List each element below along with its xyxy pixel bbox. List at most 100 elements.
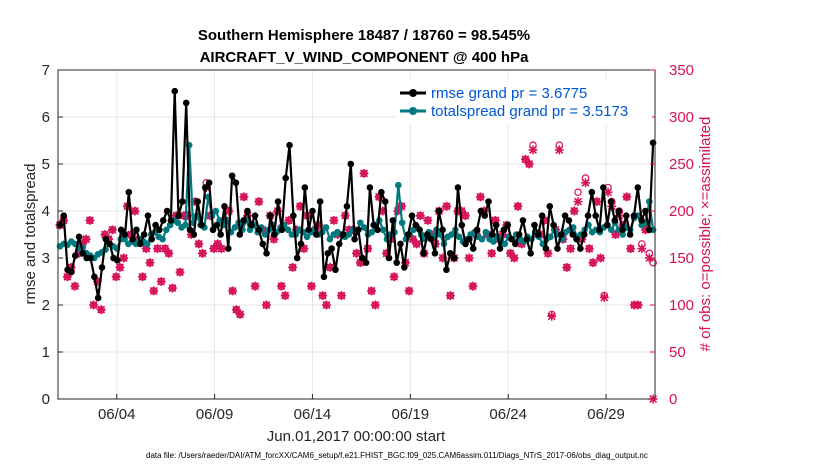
rmse-point bbox=[240, 217, 247, 224]
rmse-point bbox=[152, 221, 159, 229]
rmse-point bbox=[270, 231, 278, 238]
rmse-point bbox=[489, 231, 496, 238]
obs-assimilated-point bbox=[175, 267, 185, 277]
rmse-point bbox=[159, 217, 167, 224]
rmse-point bbox=[443, 266, 450, 274]
rmse-point bbox=[209, 226, 217, 234]
rmse-point bbox=[607, 198, 615, 205]
rmse-point bbox=[531, 221, 538, 229]
obs-assimilated-point bbox=[250, 281, 260, 291]
tick-label-x: 06/14 bbox=[294, 406, 332, 423]
rmse-point bbox=[117, 226, 125, 234]
totalspread-point bbox=[174, 219, 182, 227]
rmse-point bbox=[381, 198, 389, 205]
tick-label-left: 2 bbox=[42, 297, 50, 314]
obs-assimilated-point bbox=[111, 272, 121, 282]
tick-label-right: 200 bbox=[669, 203, 694, 220]
rmse-point bbox=[102, 235, 110, 243]
rmse-point bbox=[481, 212, 489, 219]
x-axis-ticks: 06/04 06/09 06/14 06/19 06/24 06/29 bbox=[98, 394, 625, 423]
rmse-point bbox=[596, 226, 603, 234]
rmse-point bbox=[366, 184, 374, 191]
rmse-point bbox=[546, 203, 554, 210]
rmse-point bbox=[420, 250, 427, 257]
rmse-point bbox=[182, 99, 190, 107]
rmse-point bbox=[557, 231, 565, 238]
obs-assimilated-point bbox=[168, 283, 177, 293]
rmse-point bbox=[236, 231, 244, 238]
obs-assimilated-point bbox=[198, 248, 207, 258]
rmse-point bbox=[347, 160, 355, 168]
tick-label-left: 4 bbox=[42, 203, 50, 220]
tick-label-x: 06/04 bbox=[98, 406, 136, 423]
obs-assimilated-point bbox=[145, 258, 155, 268]
rmse-point bbox=[512, 240, 519, 248]
rmse-point bbox=[205, 179, 213, 187]
rmse-point bbox=[435, 207, 443, 215]
rmse-point bbox=[565, 217, 573, 224]
obs-assimilated-point bbox=[513, 201, 523, 211]
rmse-point bbox=[496, 245, 504, 252]
rmse-point bbox=[431, 250, 439, 257]
rmse-point bbox=[619, 226, 626, 234]
tick-label-left: 1 bbox=[42, 344, 50, 361]
totalspread-point bbox=[231, 224, 239, 231]
rmse-point bbox=[301, 184, 309, 191]
tick-label-left: 6 bbox=[42, 109, 50, 126]
obs-assimilated-point bbox=[96, 305, 106, 315]
legend-spread-marker bbox=[409, 107, 417, 115]
rmse-point bbox=[224, 245, 232, 252]
rmse-point bbox=[584, 212, 592, 219]
obs-assimilated-point bbox=[288, 262, 298, 272]
rmse-point bbox=[385, 254, 393, 262]
obs-assimilated-point bbox=[359, 168, 369, 178]
tick-label-right: 150 bbox=[669, 250, 694, 267]
rmse-point bbox=[473, 226, 481, 234]
obs-assimilated-point bbox=[581, 178, 590, 188]
rmse-point bbox=[274, 198, 282, 205]
tick-label-left: 5 bbox=[42, 156, 50, 173]
rmse-point bbox=[561, 212, 569, 219]
obs-assimilated-point bbox=[633, 300, 643, 310]
obs-assimilated-point bbox=[156, 277, 166, 286]
totalspread-point bbox=[284, 226, 292, 234]
tick-label-right: 350 bbox=[669, 62, 694, 79]
obs-assimilated-point bbox=[603, 187, 613, 197]
obs-assimilated-point bbox=[149, 286, 159, 296]
rmse-point bbox=[446, 250, 454, 257]
rmse-point bbox=[550, 221, 557, 229]
rmse-point bbox=[114, 257, 121, 264]
obs-assimilated-point bbox=[216, 244, 226, 254]
rmse-point bbox=[466, 235, 473, 243]
rmse-point bbox=[630, 212, 638, 219]
rmse-point bbox=[251, 212, 259, 219]
obs-possible-point bbox=[574, 188, 582, 197]
totalspread-point bbox=[261, 231, 269, 238]
obs-assimilated-point bbox=[524, 159, 534, 169]
rmse-point bbox=[439, 226, 446, 234]
obs-assimilated-point bbox=[464, 253, 474, 263]
rmse-point bbox=[316, 198, 324, 205]
totalspread-point bbox=[303, 233, 311, 241]
rmse-point bbox=[129, 235, 136, 243]
legend-rmse-label: rmse grand pr = 3.6775 bbox=[431, 85, 587, 102]
rmse-point bbox=[290, 212, 297, 219]
rmse-point bbox=[148, 235, 156, 243]
rmse-point bbox=[87, 254, 94, 262]
totalspread-point bbox=[144, 240, 151, 248]
obs-assimilated-point bbox=[637, 244, 647, 254]
obs-assimilated-point bbox=[138, 272, 147, 282]
chart-subtitle: AIRCRAFT_V_WIND_COMPONENT @ 400 hPa bbox=[200, 49, 530, 66]
legend-rmse-marker bbox=[409, 89, 417, 97]
obs-assimilated-point bbox=[596, 253, 605, 263]
totalspread-point bbox=[607, 226, 615, 234]
rmse-point bbox=[588, 188, 596, 196]
rmse-point bbox=[500, 226, 508, 234]
rmse-point bbox=[554, 245, 561, 252]
obs-assimilated-point bbox=[547, 311, 557, 321]
rmse-point bbox=[454, 184, 462, 191]
totalspread-point bbox=[478, 235, 486, 243]
obs-assimilated-point bbox=[622, 192, 632, 202]
obs-assimilated-point bbox=[367, 286, 376, 296]
